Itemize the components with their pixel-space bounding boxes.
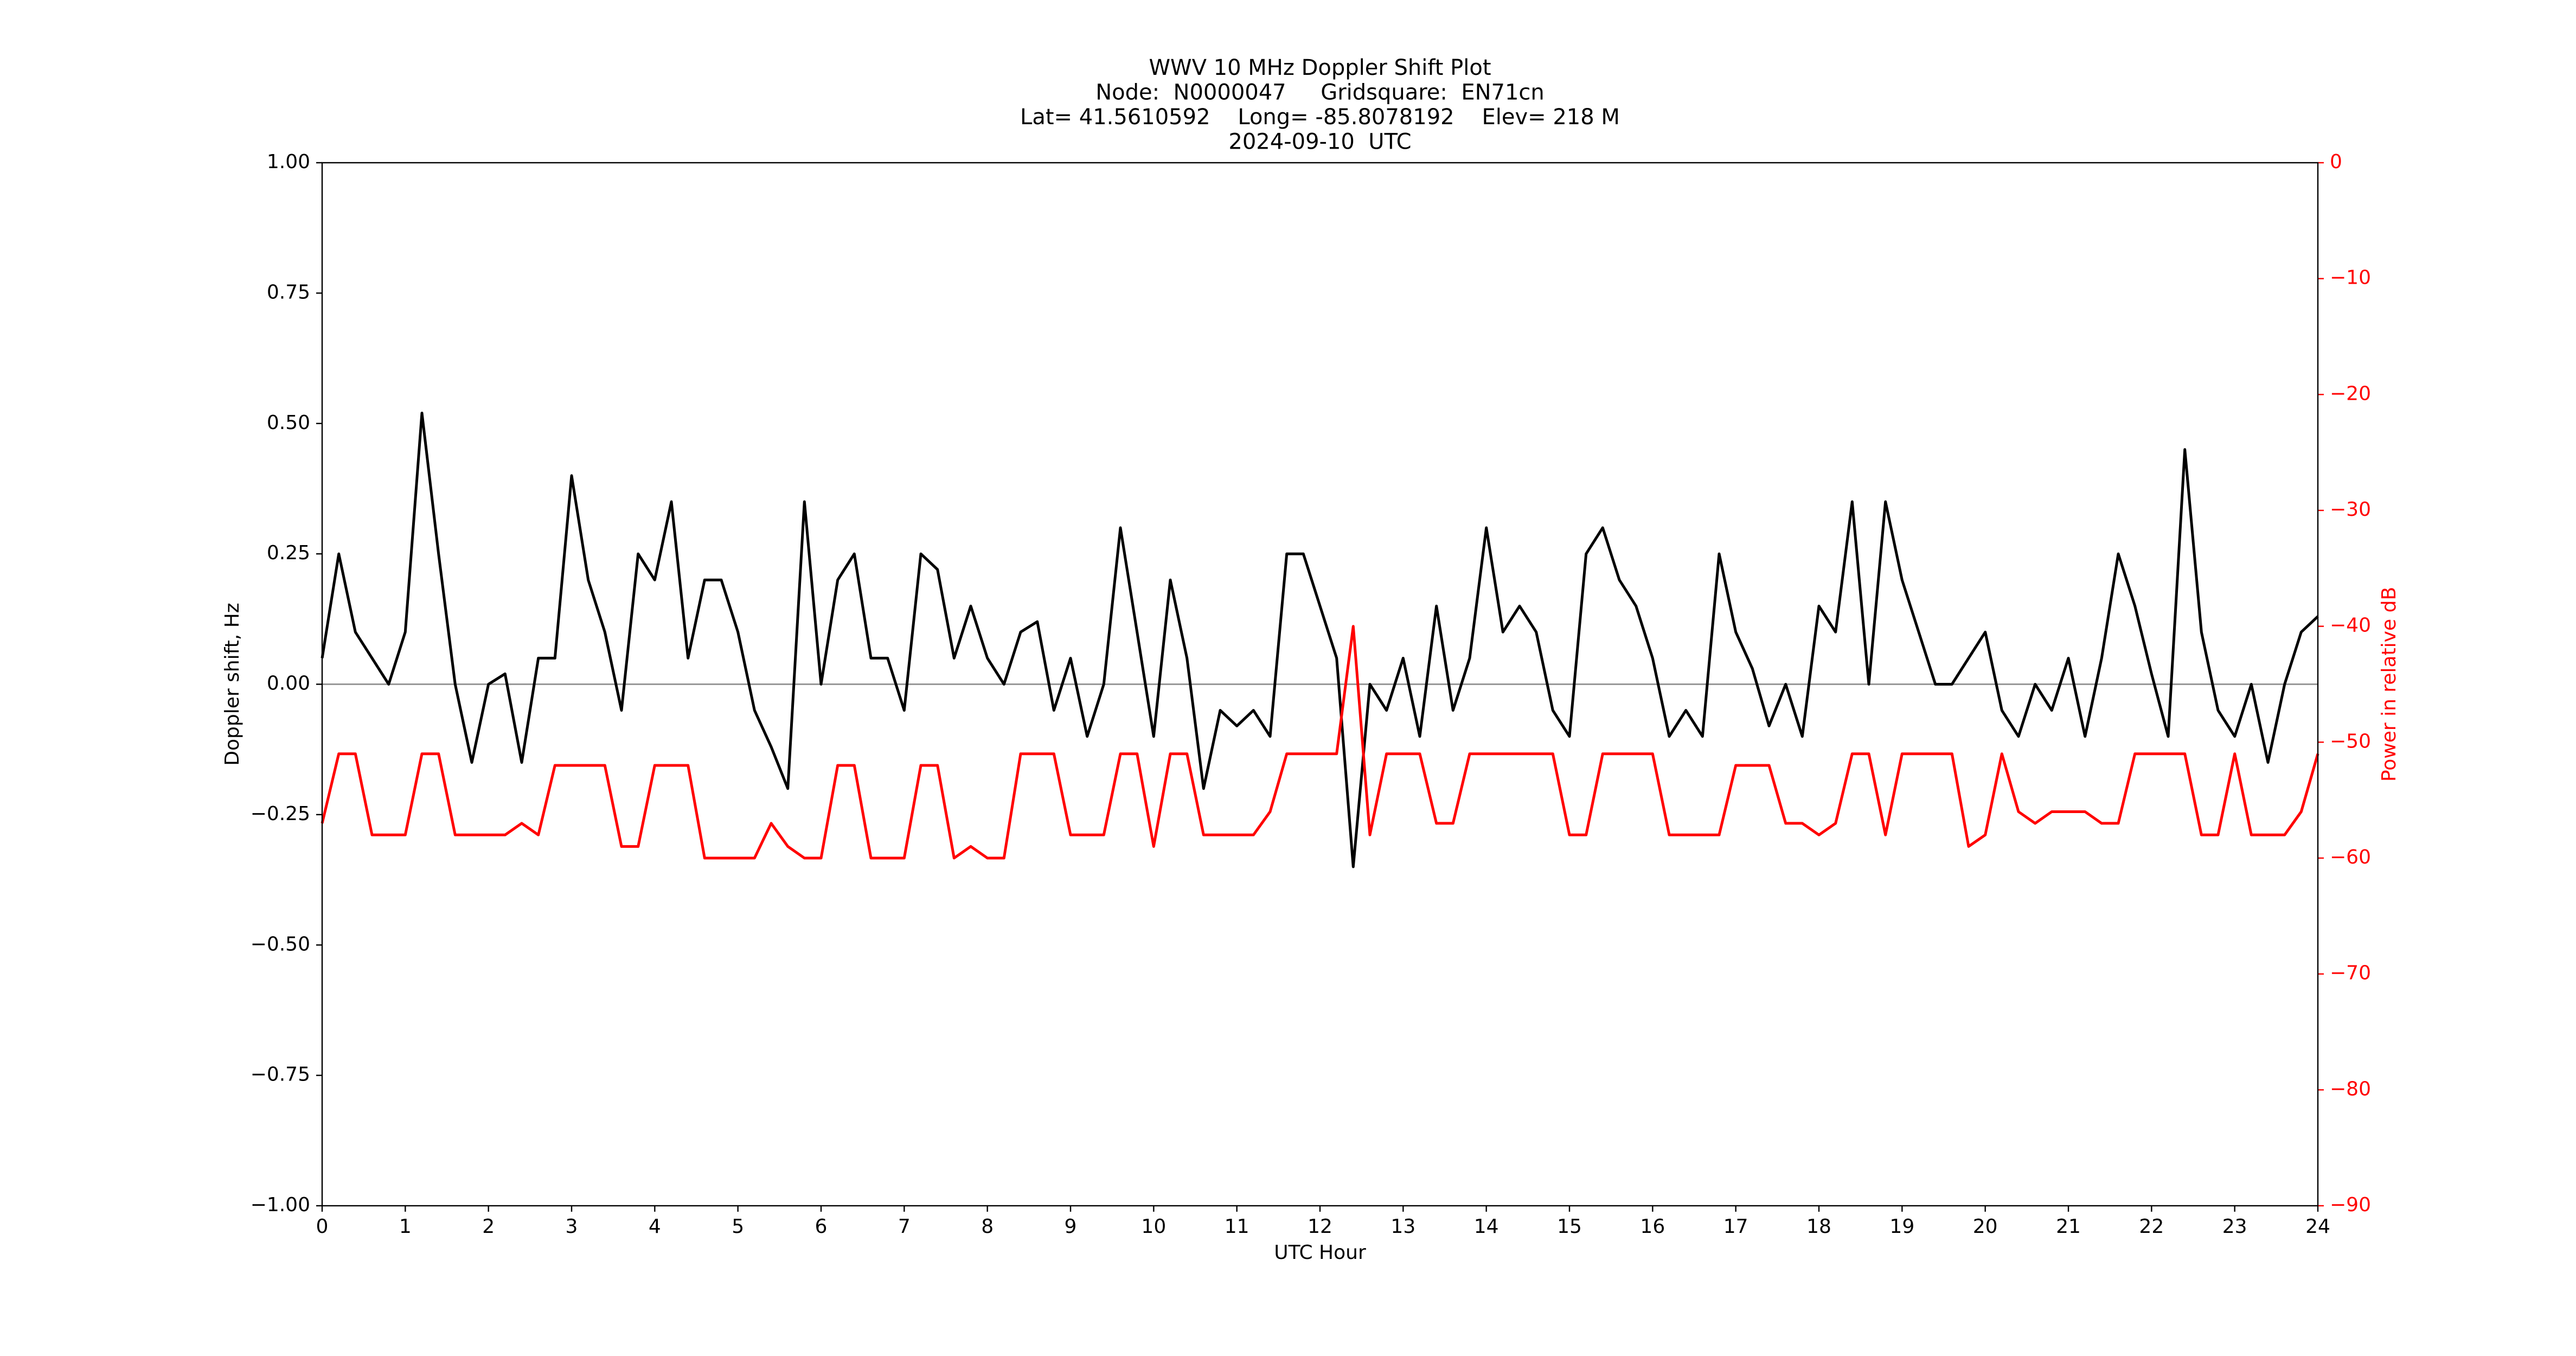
x-tick-label: 12 bbox=[1308, 1216, 1332, 1238]
chart-title: Node: N0000047 Gridsquare: EN71cn bbox=[1095, 80, 1545, 105]
y-axis-label: Doppler shift, Hz bbox=[221, 603, 243, 765]
y-tick-label: −0.25 bbox=[251, 803, 310, 825]
x-tick-label: 0 bbox=[316, 1216, 329, 1238]
x-tick-label: 6 bbox=[815, 1216, 828, 1238]
x-tick-label: 9 bbox=[1065, 1216, 1077, 1238]
x-tick-label: 20 bbox=[1973, 1216, 1998, 1238]
x-tick-label: 21 bbox=[2056, 1216, 2081, 1238]
x-tick-label: 14 bbox=[1474, 1216, 1499, 1238]
x-axis-label: UTC Hour bbox=[1274, 1242, 1366, 1264]
x-tick-label: 2 bbox=[482, 1216, 495, 1238]
x-tick-label: 3 bbox=[566, 1216, 578, 1238]
y2-tick-label: 0 bbox=[2330, 151, 2342, 173]
x-tick-label: 5 bbox=[732, 1216, 744, 1238]
y2-axis-label: Power in relative dB bbox=[2378, 587, 2400, 782]
y-tick-label: 0.25 bbox=[267, 542, 310, 564]
series-line bbox=[321, 625, 2319, 860]
y2-tick-label: −90 bbox=[2330, 1194, 2371, 1216]
y2-tick-label: −40 bbox=[2330, 615, 2371, 637]
chart-title: WWV 10 MHz Doppler Shift Plot bbox=[1149, 55, 1491, 80]
y-tick-label: −0.50 bbox=[251, 933, 310, 955]
y-tick-label: 0.50 bbox=[267, 412, 310, 434]
plot-frame bbox=[321, 162, 2319, 1207]
chart-title: 2024-09-10 UTC bbox=[1228, 130, 1411, 155]
y2-tick-label: −10 bbox=[2330, 267, 2371, 289]
x-tick-label: 15 bbox=[1557, 1216, 1582, 1238]
x-tick-label: 7 bbox=[898, 1216, 911, 1238]
y-tick-label: −1.00 bbox=[251, 1194, 310, 1216]
x-tick-label: 19 bbox=[1889, 1216, 1914, 1238]
x-tick-label: 24 bbox=[2305, 1216, 2330, 1238]
y-tick-label: 0.00 bbox=[267, 673, 310, 695]
y2-tick-label: −30 bbox=[2330, 498, 2371, 521]
y2-tick-label: −60 bbox=[2330, 846, 2371, 868]
x-tick-label: 1 bbox=[399, 1216, 412, 1238]
y-tick-label: 0.75 bbox=[267, 281, 310, 303]
x-tick-label: 4 bbox=[649, 1216, 661, 1238]
x-tick-label: 17 bbox=[1723, 1216, 1748, 1238]
x-tick-label: 22 bbox=[2139, 1216, 2164, 1238]
y2-tick-label: −80 bbox=[2330, 1078, 2371, 1100]
x-tick-label: 10 bbox=[1141, 1216, 1166, 1238]
x-tick-label: 16 bbox=[1640, 1216, 1665, 1238]
y2-tick-label: −70 bbox=[2330, 962, 2371, 984]
x-tick-label: 23 bbox=[2222, 1216, 2247, 1238]
y-tick-label: −0.75 bbox=[251, 1064, 310, 1086]
x-tick-label: 18 bbox=[1806, 1216, 1831, 1238]
y2-tick-label: −20 bbox=[2330, 382, 2371, 405]
x-tick-label: 11 bbox=[1225, 1216, 1249, 1238]
x-tick-label: 13 bbox=[1390, 1216, 1415, 1238]
chart-title: Lat= 41.5610592 Long= -85.8078192 Elev= … bbox=[1020, 105, 1620, 130]
y-tick-label: 1.00 bbox=[267, 151, 310, 173]
y2-tick-label: −50 bbox=[2330, 730, 2371, 752]
x-tick-label: 8 bbox=[981, 1216, 994, 1238]
series-line bbox=[321, 412, 2319, 868]
